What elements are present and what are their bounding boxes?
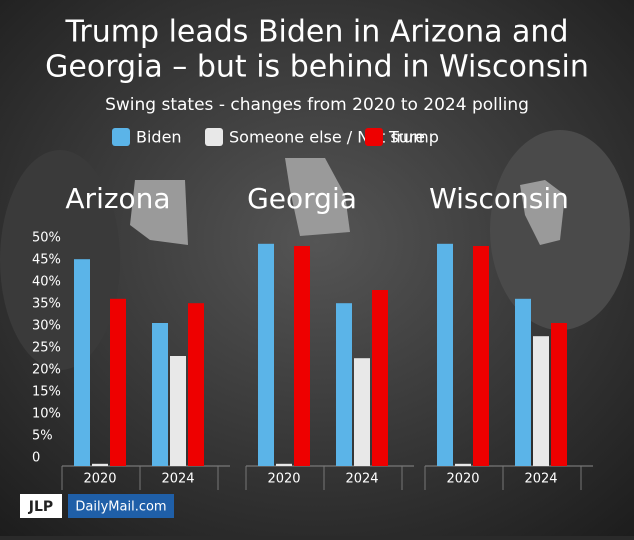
panel-title: Wisconsin (429, 182, 569, 215)
logo-box (20, 494, 62, 518)
y-tick-label: 50% (32, 231, 61, 246)
bar (551, 323, 567, 466)
x-tick-label: 2024 (524, 472, 557, 487)
subtitle: Swing states - changes from 2020 to 2024… (105, 95, 529, 115)
legend-swatch (365, 128, 383, 146)
bar (170, 356, 186, 466)
y-tick-label: 30% (32, 319, 61, 334)
x-tick-label: 2020 (446, 472, 479, 487)
title-line: Trump leads Biden in Arizona and (65, 15, 569, 50)
y-tick-label: 40% (32, 275, 61, 290)
legend-swatch (205, 128, 223, 146)
bar (276, 463, 292, 466)
brand-box (68, 494, 174, 518)
bar (92, 463, 108, 466)
bar (336, 303, 352, 466)
logo: JLP (28, 499, 53, 515)
state-shape (520, 180, 565, 245)
panel-title: Arizona (65, 182, 170, 215)
x-tick-label: 2020 (83, 472, 116, 487)
bar (258, 243, 274, 466)
bar (515, 298, 531, 466)
y-tick-label: 35% (32, 297, 61, 312)
bar (437, 243, 453, 466)
bar (533, 336, 549, 466)
y-tick-label: 5% (32, 429, 53, 444)
x-tick-label: 2024 (161, 472, 194, 487)
x-tick-label: 2020 (267, 472, 300, 487)
bar (110, 298, 126, 466)
y-tick-label: 45% (32, 253, 61, 268)
legend-label: Trump (388, 128, 439, 147)
bar (294, 246, 310, 466)
state-shape (130, 180, 188, 245)
bar (152, 323, 168, 466)
state-shape (285, 158, 350, 236)
x-tick-label: 2024 (345, 472, 378, 487)
y-tick-label: 25% (32, 341, 61, 356)
legend-swatch (112, 128, 130, 146)
y-tick-label: 20% (32, 363, 61, 378)
y-tick-label: 0 (32, 451, 40, 466)
bar (372, 290, 388, 466)
bar (354, 358, 370, 466)
y-tick-label: 10% (32, 407, 61, 422)
panel-title: Georgia (247, 182, 357, 215)
brand: DailyMail.com (75, 500, 166, 515)
bar (74, 259, 90, 466)
y-tick-label: 15% (32, 385, 61, 400)
title-line: Georgia – but is behind in Wisconsin (45, 50, 589, 85)
plots: 0 5% 10% 15% 20% 25% 30% 35% 40% 45% 50% Arizona 202… (32, 182, 593, 490)
bar (188, 303, 204, 466)
bar (473, 246, 489, 466)
legend-label: Biden (136, 128, 182, 147)
bar (455, 463, 471, 466)
